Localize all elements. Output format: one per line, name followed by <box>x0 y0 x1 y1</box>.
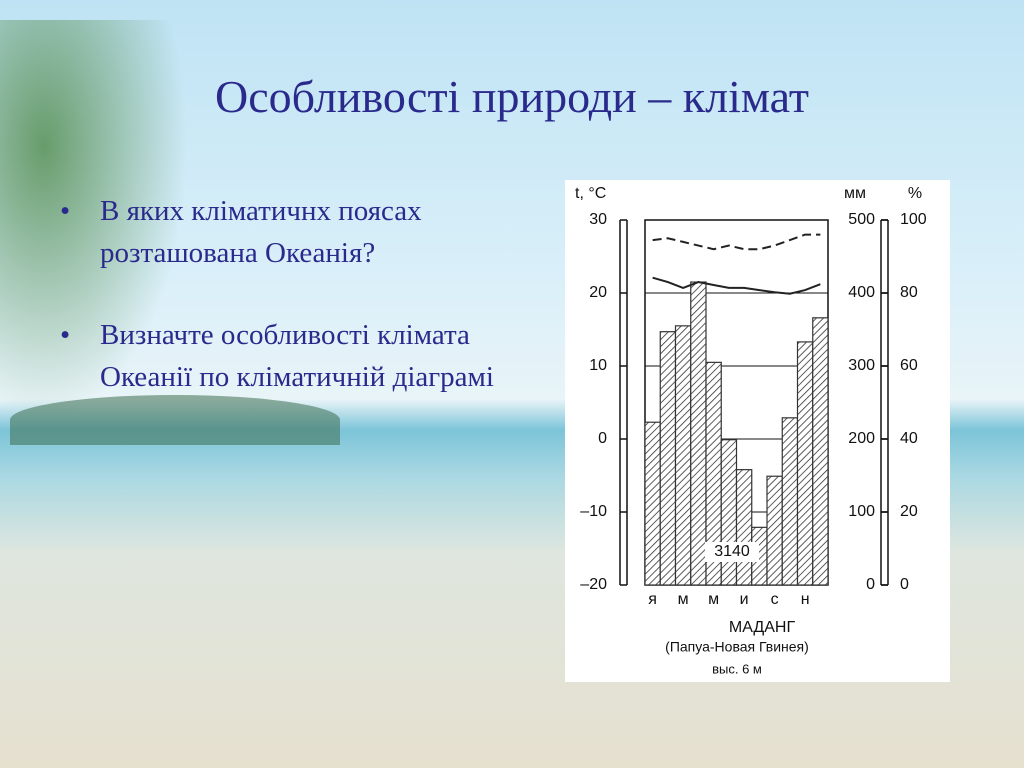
y2-tick-label: 300 <box>848 357 875 374</box>
y-tick-label: 10 <box>589 357 607 374</box>
y-tick-label: 0 <box>598 430 607 447</box>
bar <box>781 417 799 586</box>
humidity-line <box>652 233 821 251</box>
bar <box>720 439 738 586</box>
total-label: 3140 <box>714 543 750 560</box>
y-axis-label: t, °C <box>575 185 606 202</box>
bar <box>812 317 829 586</box>
bar <box>766 475 783 586</box>
bullet-list: В яких кліматичнх поясах розташована Оке… <box>58 190 540 438</box>
x-tick-label: н <box>801 591 810 608</box>
bar <box>659 331 677 586</box>
chart-background <box>565 180 950 682</box>
y3-tick-label: 40 <box>900 430 918 447</box>
bullet: Визначте особливості клімата Океанії по … <box>60 314 540 398</box>
temperature-line <box>652 276 821 295</box>
x-tick-label: и <box>740 591 749 608</box>
bar <box>735 469 753 586</box>
y-tick-label: –20 <box>580 576 607 593</box>
climate-chart: t, °C мм % МАДАНГ (Папуа-Новая Гвинея) в… <box>565 180 950 682</box>
bar <box>796 341 814 586</box>
y2-tick-label: 500 <box>848 211 875 228</box>
elevation: выс. 6 м <box>712 661 762 676</box>
country: (Папуа-Новая Гвинея) <box>665 639 809 655</box>
y2-tick-label: 200 <box>848 430 875 447</box>
y3-axis-label: % <box>908 185 922 202</box>
y2-tick-label: 100 <box>848 503 875 520</box>
y2-axis-label: мм <box>844 185 866 202</box>
bar <box>690 281 707 586</box>
y3-tick-label: 0 <box>900 576 909 593</box>
slide-title: Особливості природи – клімат <box>215 71 809 122</box>
y3-tick-label: 100 <box>900 211 927 228</box>
y-tick-label: –10 <box>580 503 607 520</box>
y2-tick-label: 0 <box>866 576 875 593</box>
bar <box>674 325 692 586</box>
bar <box>644 421 661 586</box>
bullet: В яких кліматичнх поясах розташована Оке… <box>60 190 540 274</box>
x-tick-label: м <box>678 591 689 608</box>
station: МАДАНГ <box>729 619 796 636</box>
y-tick-label: 20 <box>589 284 607 301</box>
y2-tick-label: 400 <box>848 284 875 301</box>
island-decoration <box>10 395 340 445</box>
y3-tick-label: 80 <box>900 284 918 301</box>
x-tick-label: с <box>771 591 779 608</box>
x-tick-label: я <box>648 591 657 608</box>
total-label-bg <box>705 542 759 562</box>
y3-tick-label: 60 <box>900 357 918 374</box>
y-tick-label: 30 <box>589 211 607 228</box>
y3-tick-label: 20 <box>900 503 918 520</box>
x-tick-label: м <box>708 591 719 608</box>
